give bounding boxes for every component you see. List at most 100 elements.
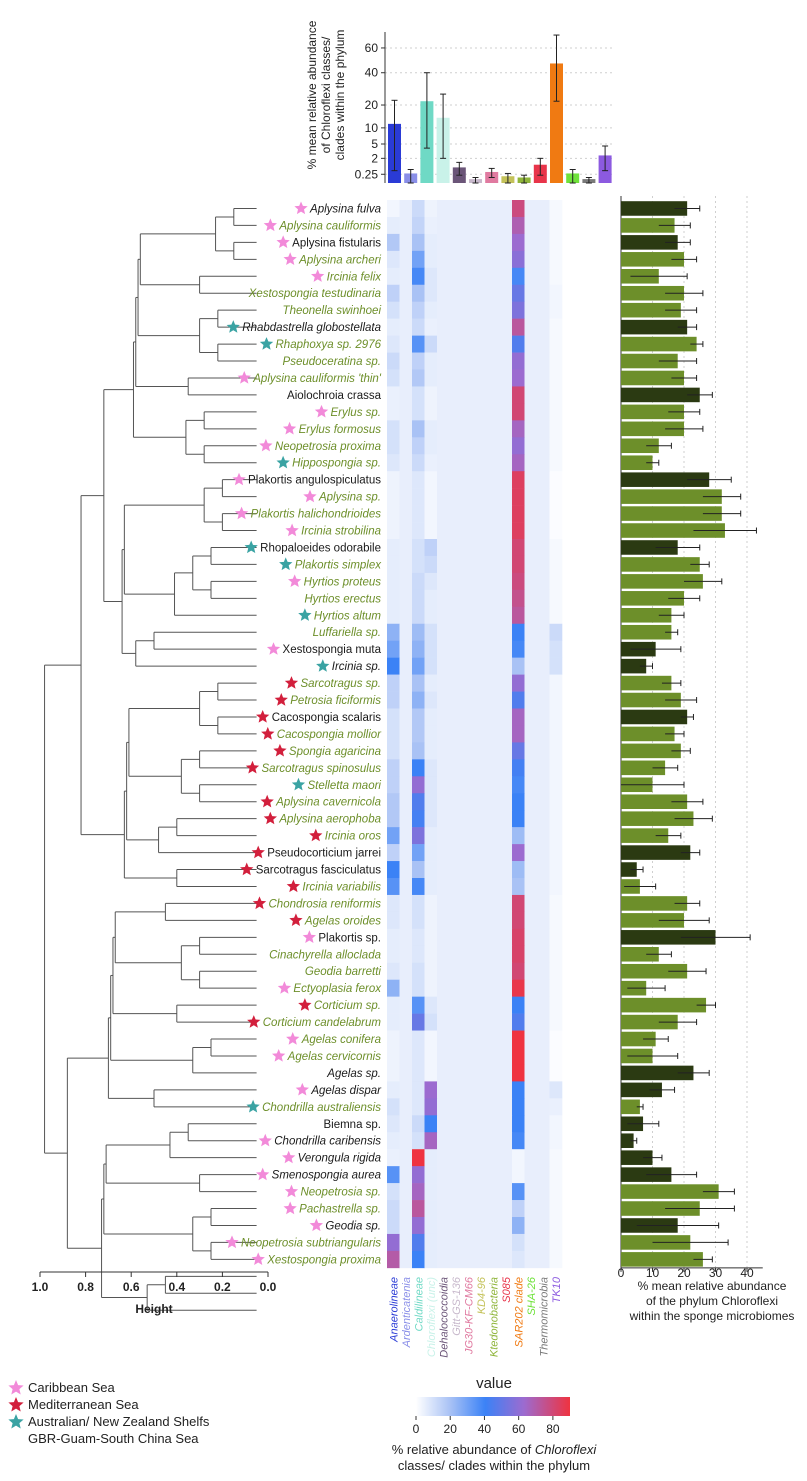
heatmap-cell <box>449 1030 463 1048</box>
heatmap-cell <box>474 488 488 506</box>
heatmap-cell <box>412 674 425 692</box>
sponge-label: Aplysina aerophoba <box>278 814 381 826</box>
heatmap-cell <box>462 216 475 235</box>
heatmap-cell <box>424 996 438 1014</box>
heatmap-cell <box>424 555 438 574</box>
heatmap-cell <box>399 674 413 692</box>
heatmap-cell <box>549 1132 563 1150</box>
heatmap-cell <box>549 928 563 947</box>
heatmap-cell <box>449 1013 463 1031</box>
heatmap-cell <box>399 996 413 1014</box>
heatmap-cell <box>499 318 513 336</box>
heatmap-cell <box>412 979 425 997</box>
heatmap-cell <box>512 420 525 438</box>
heatmap-cell <box>437 962 450 980</box>
heatmap-cell <box>399 979 413 997</box>
heatmap-cell <box>512 522 525 540</box>
heatmap-cell <box>474 505 488 523</box>
heatmap-cell <box>449 572 463 591</box>
top-tick-label: 2 <box>371 151 378 165</box>
heatmap-cell <box>437 911 450 930</box>
heatmap-cell <box>499 539 513 557</box>
heatmap-cell <box>499 962 513 980</box>
heatmap-cell <box>412 555 425 574</box>
heatmap-cell <box>474 674 488 692</box>
heatmap-cell <box>524 488 538 506</box>
heatmap-cell <box>462 284 475 302</box>
heatmap-cell <box>462 403 475 421</box>
heatmap-cell <box>424 708 438 726</box>
heatmap-cell <box>499 674 513 692</box>
right-tick-label: 40 <box>740 1266 754 1280</box>
heatmap-cell <box>474 267 488 286</box>
australian-star-icon <box>291 777 306 791</box>
heatmap-cell <box>449 318 463 336</box>
australian-star-icon <box>226 320 240 333</box>
heatmap-cell <box>537 776 550 794</box>
heatmap-cell <box>549 979 563 997</box>
heatmap-column-labels: Anaerolineae Ardenticatenia Caldilineae Chl… <box>388 1276 563 1358</box>
heatmap-cell <box>549 555 563 574</box>
heatmap-column-label: SHA-26 <box>526 1276 538 1315</box>
heatmap-cell <box>449 894 463 913</box>
heatmap-cell <box>462 979 475 997</box>
heatmap-cell <box>387 403 400 421</box>
heatmap-cell <box>549 844 563 862</box>
heatmap-cell <box>449 623 463 641</box>
heatmap-cell <box>387 437 400 455</box>
heatmap-cell <box>462 640 475 658</box>
heatmap-cell <box>549 810 563 828</box>
right-bar <box>621 692 681 708</box>
heatmap-cell <box>387 1149 400 1167</box>
heatmap-cell <box>412 1183 425 1201</box>
heatmap-cell <box>424 539 438 557</box>
heatmap-cell <box>424 606 438 625</box>
heatmap-cell <box>487 827 500 845</box>
heatmap-column-label: S085 <box>501 1276 513 1303</box>
heatmap-cell <box>449 250 463 269</box>
heatmap-cell <box>537 759 550 777</box>
heatmap-cell <box>399 250 413 269</box>
heatmap-cell <box>524 1098 538 1116</box>
heatmap-cell <box>424 1098 438 1116</box>
heatmap-cell <box>424 352 438 370</box>
heatmap-cell <box>412 488 425 506</box>
top-ylabel-line-2: of Chloroflexi classes/ <box>319 36 333 153</box>
heatmap-cell <box>537 1183 550 1201</box>
heatmap-cell <box>549 894 563 913</box>
heatmap-cell <box>499 776 513 794</box>
heatmap-cell <box>399 894 413 913</box>
heatmap-cell <box>474 555 488 574</box>
heatmap-cell <box>537 539 550 557</box>
heatmap-cell <box>499 1250 513 1269</box>
colorbar-gradient <box>416 1397 570 1416</box>
heatmap-cell <box>524 640 538 658</box>
heatmap-cell <box>524 250 538 269</box>
heatmap-cell <box>524 996 538 1014</box>
heatmap-cell <box>524 233 538 252</box>
heatmap-cell <box>499 691 513 709</box>
heatmap-cell <box>399 555 413 574</box>
heatmap-cell <box>537 1217 550 1235</box>
heatmap-cell <box>424 759 438 777</box>
heatmap-cell <box>399 369 413 387</box>
heatmap-cell <box>487 996 500 1014</box>
heatmap-cell <box>549 352 563 370</box>
heatmap-cell <box>474 725 488 743</box>
heatmap-cell <box>412 386 425 404</box>
right-bar-chart: 0 10 20 30 40 <box>618 196 763 1280</box>
sponge-label: Ectyoplasia ferox <box>293 983 382 995</box>
heatmap-cell <box>399 522 413 540</box>
heatmap-cell <box>487 776 500 794</box>
heatmap-cell <box>387 928 400 947</box>
heatmap-cell <box>537 403 550 421</box>
heatmap-cell <box>512 1030 525 1048</box>
right-bar <box>621 862 637 877</box>
top-ylabel-line-3: clades within the phylum <box>333 30 347 161</box>
heatmap-cell <box>449 1217 463 1235</box>
heatmap-cell <box>449 1132 463 1150</box>
sponge-label: Aplysina cavernicola <box>275 797 381 809</box>
heatmap-cell <box>512 827 525 845</box>
heatmap-cell <box>549 454 563 472</box>
heatmap-cell <box>449 1115 463 1133</box>
